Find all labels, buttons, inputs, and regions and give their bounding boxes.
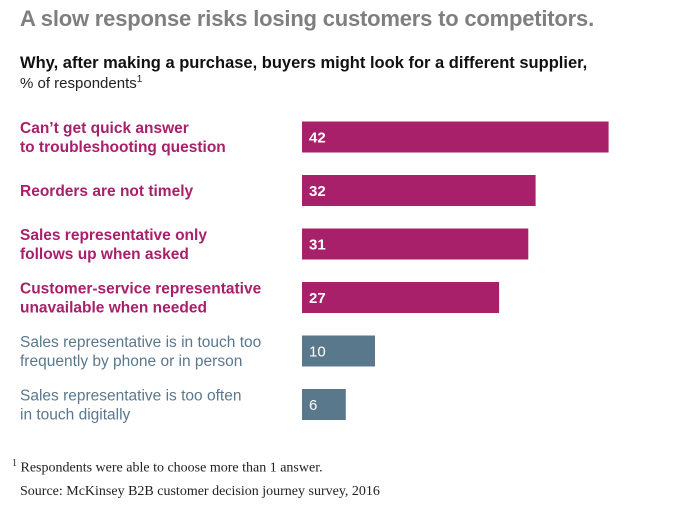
category-label: follows up when asked bbox=[20, 246, 189, 263]
footnote: 1 Respondents were able to choose more t… bbox=[12, 458, 323, 477]
bar bbox=[302, 175, 536, 206]
bar-value-label: 27 bbox=[309, 290, 326, 307]
category-label: frequently by phone or in person bbox=[20, 353, 242, 370]
bar bbox=[302, 228, 529, 260]
category-label: Sales representative is too often bbox=[20, 388, 241, 405]
unit-footnote-marker: 1 bbox=[136, 74, 143, 85]
category-label: in touch digitally bbox=[20, 407, 131, 424]
footnote-marker: 1 bbox=[12, 458, 17, 469]
chart-title: A slow response risks losing customers t… bbox=[20, 6, 594, 31]
source-note: Source: McKinsey B2B customer decision j… bbox=[20, 484, 380, 499]
category-label: Sales representative only bbox=[20, 227, 207, 244]
footnote-text: Respondents were able to choose more tha… bbox=[20, 460, 323, 476]
bar bbox=[302, 121, 609, 153]
bar-value-label: 10 bbox=[309, 344, 326, 361]
bar-value-label: 6 bbox=[309, 397, 317, 414]
bar bbox=[302, 335, 375, 367]
category-label: unavailable when needed bbox=[20, 300, 207, 317]
category-label: Customer-service representative bbox=[20, 281, 262, 298]
unit-text: % of respondents bbox=[20, 75, 137, 92]
category-label: Sales representative is in touch too bbox=[20, 334, 261, 351]
category-label: Can’t get quick answer bbox=[20, 120, 189, 137]
category-label: Reorders are not timely bbox=[20, 183, 194, 200]
chart-subtitle: Why, after making a purchase, buyers mig… bbox=[20, 54, 588, 72]
category-label: to troubleshooting question bbox=[20, 139, 226, 156]
bar-value-label: 42 bbox=[309, 130, 326, 147]
bar-value-label: 31 bbox=[309, 237, 326, 254]
bar-value-label: 32 bbox=[309, 183, 326, 200]
unit-label: % of respondents1 bbox=[20, 74, 142, 92]
bar bbox=[302, 389, 346, 420]
bar bbox=[302, 282, 500, 313]
